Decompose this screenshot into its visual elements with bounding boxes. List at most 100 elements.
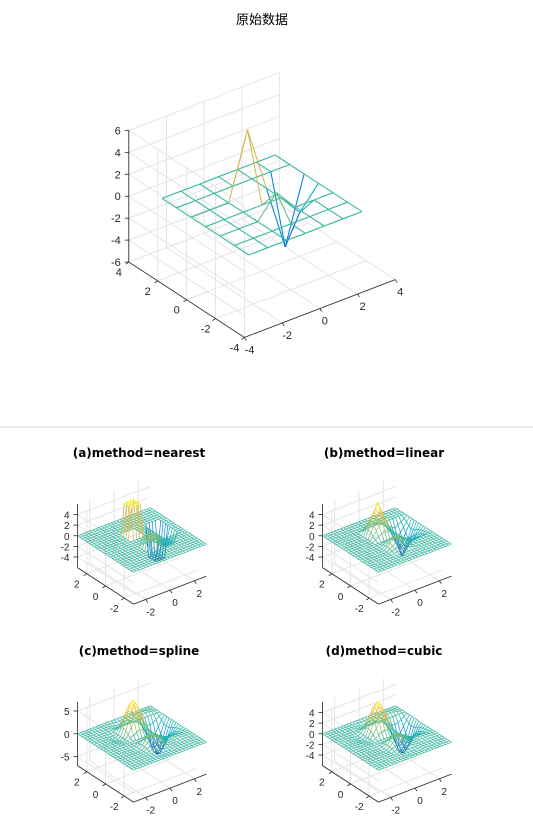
mesh-segment — [428, 535, 432, 538]
mesh-segment — [374, 741, 379, 744]
mesh-segment — [142, 556, 146, 559]
mesh-segment — [104, 523, 109, 526]
mesh-segment — [167, 536, 171, 538]
mesh-segment — [195, 192, 215, 202]
mesh-segment — [125, 547, 130, 549]
mesh-segment — [124, 501, 128, 533]
mesh-segment — [340, 539, 344, 542]
mesh-segment — [344, 730, 348, 733]
mesh-segment — [145, 729, 149, 731]
mesh-segment — [130, 562, 134, 565]
mesh-segment — [109, 746, 113, 749]
mesh-segment — [187, 542, 191, 545]
mesh-segment — [129, 753, 133, 756]
mesh-segment — [381, 520, 386, 531]
mesh-segment — [131, 755, 135, 757]
mesh-segment — [123, 724, 127, 727]
mesh-segment — [187, 742, 190, 745]
mesh-segment — [120, 557, 124, 560]
mesh-segment — [189, 534, 193, 537]
mesh-segment — [362, 745, 366, 748]
mesh-segment — [374, 522, 377, 526]
mesh-segment — [432, 738, 437, 741]
mesh-segment — [362, 557, 367, 560]
mesh-segment — [406, 521, 410, 526]
mesh-segment — [324, 537, 328, 540]
mesh-segment — [147, 559, 151, 562]
mesh-segment — [426, 546, 429, 549]
mesh-segment — [172, 537, 176, 540]
mesh-segment — [398, 556, 402, 559]
mesh-segment — [103, 737, 107, 740]
mesh-segment — [152, 509, 156, 512]
mesh-segment — [410, 752, 414, 755]
mesh-segment — [365, 728, 369, 737]
mesh-segment — [132, 752, 136, 755]
mesh-segment — [349, 523, 354, 526]
mesh-segment — [343, 527, 347, 530]
mesh-segment — [379, 547, 382, 550]
mesh-segment — [386, 750, 389, 753]
mesh-segment — [148, 511, 153, 514]
mesh-segment — [140, 564, 144, 567]
mesh-segment — [183, 528, 186, 531]
mesh-segment — [108, 540, 112, 543]
mesh-segment — [164, 714, 167, 717]
mesh-segment — [352, 733, 356, 736]
mesh-segment — [180, 535, 185, 538]
mesh-segment — [257, 192, 277, 222]
mesh-segment — [121, 531, 126, 534]
mesh-segment — [369, 762, 373, 765]
mesh-segment — [132, 739, 137, 742]
mesh-segment — [378, 760, 381, 763]
mesh-segment — [134, 755, 138, 758]
mesh-segment — [153, 756, 157, 759]
mesh-segment — [365, 538, 368, 541]
mesh-segment — [376, 518, 380, 527]
mesh-segment — [112, 547, 116, 550]
mesh-segment — [355, 754, 358, 757]
mesh-segment — [153, 757, 156, 760]
mesh-segment — [92, 540, 96, 543]
z-tick-label: -5 — [61, 753, 70, 764]
mesh-segment — [416, 540, 420, 543]
mesh-segment — [404, 752, 409, 754]
mesh-segment — [123, 743, 127, 746]
mesh-segment — [143, 553, 147, 556]
mesh-segment — [160, 519, 164, 522]
mesh-segment — [130, 748, 134, 751]
mesh-segment — [174, 749, 177, 752]
mesh-segment — [174, 550, 178, 553]
mesh-segment — [110, 524, 114, 526]
mesh-segment — [435, 540, 439, 543]
mesh-segment — [142, 765, 146, 768]
mesh-segment — [322, 732, 326, 735]
mesh-segment — [136, 547, 141, 550]
mesh-segment — [116, 523, 119, 526]
mesh-segment — [171, 551, 175, 554]
mesh-segment — [390, 736, 394, 741]
mesh-segment — [396, 733, 399, 738]
mesh-segment — [366, 752, 370, 755]
mesh-segment — [176, 542, 180, 544]
mesh-segment — [97, 726, 102, 729]
mesh-segment — [361, 718, 365, 721]
mesh-segment — [146, 541, 150, 544]
mesh-segment — [351, 736, 355, 738]
mesh-segment — [365, 758, 368, 761]
mesh-segment — [394, 758, 398, 761]
mesh-segment — [177, 725, 182, 729]
mesh-segment — [366, 541, 371, 544]
mesh-segment — [170, 523, 174, 526]
mesh-segment — [368, 717, 372, 729]
mesh-segment — [367, 746, 372, 749]
mesh-segment — [113, 718, 118, 721]
mesh-segment — [391, 551, 395, 554]
mesh-segment — [348, 737, 352, 739]
mesh-segment — [130, 761, 133, 764]
mesh-segment — [375, 749, 379, 752]
mesh-segment — [350, 738, 355, 741]
mesh-segment — [150, 534, 155, 537]
mesh-segment — [125, 720, 130, 731]
mesh-segment — [135, 553, 139, 555]
